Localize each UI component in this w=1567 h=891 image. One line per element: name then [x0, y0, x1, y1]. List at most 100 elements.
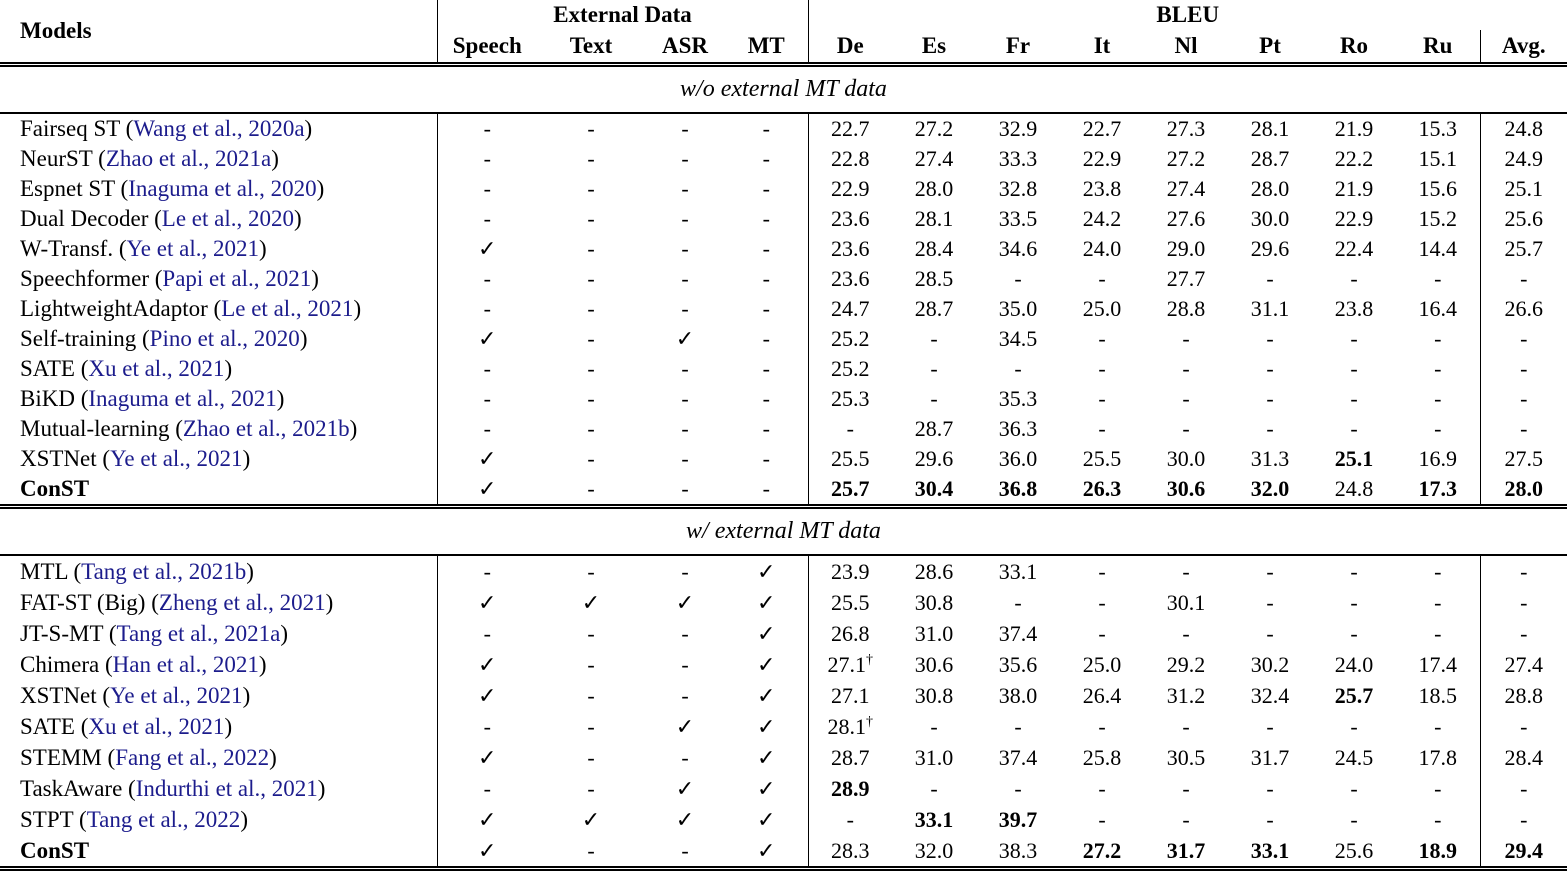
- bleu-value-cell: 15.2: [1396, 204, 1481, 234]
- dash-cell: -: [587, 416, 595, 441]
- avg-value-cell: -: [1480, 414, 1567, 444]
- bleu-value-cell: 27.1†: [808, 649, 892, 680]
- value: 16.4: [1418, 296, 1458, 321]
- col-header-it: It: [1093, 33, 1111, 58]
- value: 30.8: [914, 589, 954, 615]
- avg-value-cell: -: [1480, 587, 1567, 618]
- dash-cell: -: [681, 651, 689, 677]
- table-row: STEMM (Fang et al., 2022) ✓ - - ✓ 28.7 31.0 37.…: [0, 742, 1567, 773]
- avg-value-cell: 25.7: [1480, 234, 1567, 264]
- bleu-value-cell: 17.8: [1396, 742, 1481, 773]
- citation-link[interactable]: Xu et al., 2021: [88, 713, 225, 739]
- bleu-value-cell: -: [1060, 324, 1144, 354]
- citation-link[interactable]: Xu et al., 2021: [88, 356, 225, 381]
- table-row: LightweightAdaptor (Le et al., 2021) - - - -…: [0, 294, 1567, 324]
- model-cell: Speechformer (Papi et al., 2021): [0, 264, 438, 294]
- bleu-value-cell: 33.3: [976, 144, 1060, 174]
- bleu-value-cell: 27.2: [892, 113, 976, 144]
- value: 26.8: [831, 620, 870, 646]
- dash-cell: -: [681, 116, 689, 141]
- citation-link[interactable]: Ye et al., 2021: [110, 446, 243, 471]
- citation-link[interactable]: Zhao et al., 2021b: [182, 416, 350, 441]
- citation-link[interactable]: Wang et al., 2020a: [133, 116, 305, 141]
- bleu-value-cell: 28.7: [892, 294, 976, 324]
- dash-cell: -: [587, 744, 595, 770]
- value: -: [1434, 356, 1442, 381]
- paren-open: (: [108, 620, 117, 646]
- paren-open: (: [80, 713, 89, 739]
- table-row: BiKD (Inaguma et al., 2021) - - - -25.3-35.3…: [0, 384, 1567, 414]
- dash-cell: -: [483, 416, 491, 441]
- bleu-value-cell: -: [1396, 773, 1481, 804]
- value: 25.3: [831, 386, 870, 411]
- dash-cell: -: [483, 356, 491, 381]
- value: 28.0: [914, 176, 954, 201]
- bleu-value-cell: 25.0: [1060, 649, 1144, 680]
- paren-open: (: [213, 296, 222, 321]
- citation-link[interactable]: Le et al., 2020: [161, 206, 294, 231]
- dash-cell: -: [681, 446, 689, 471]
- value: 28.8: [1504, 682, 1544, 708]
- table-row: Mutual-learning (Zhao et al., 2021b) - - - -…: [0, 414, 1567, 444]
- value: 22.9: [831, 176, 870, 201]
- paren-open: (: [104, 651, 113, 677]
- paren-open: (: [120, 176, 129, 201]
- dash-cell: -: [681, 146, 689, 171]
- bleu-value-cell: 25.5: [1060, 444, 1144, 474]
- bleu-value-cell: 30.0: [1228, 204, 1312, 234]
- citation-link[interactable]: Fang et al., 2022: [115, 744, 270, 770]
- bleu-value-cell: -: [1228, 354, 1312, 384]
- value: -: [1098, 558, 1106, 584]
- value: -: [1182, 356, 1190, 381]
- citation-link[interactable]: Le et al., 2021: [221, 296, 354, 321]
- value: 34.5: [998, 326, 1038, 351]
- value: 28.7: [914, 296, 954, 321]
- value: -: [1266, 713, 1274, 739]
- citation-link[interactable]: Pino et al., 2020: [149, 326, 300, 351]
- bleu-value-cell: -: [1144, 804, 1228, 835]
- check-cell: ✓: [478, 744, 497, 770]
- check-cell: ✓: [725, 711, 809, 742]
- citation-link[interactable]: Ye et al., 2021: [110, 682, 243, 708]
- citation-link[interactable]: Zhao et al., 2021a: [105, 146, 272, 171]
- model-cell: Fairseq ST (Wang et al., 2020a): [0, 113, 438, 144]
- bleu-value-cell: 25.8: [1060, 742, 1144, 773]
- check-cell: ✓: [478, 806, 497, 832]
- bleu-value-cell: -: [976, 773, 1060, 804]
- citation-link[interactable]: Papi et al., 2021: [162, 266, 312, 291]
- bleu-value-cell: 30.5: [1144, 742, 1228, 773]
- value: 24.2: [1082, 206, 1122, 231]
- citation-link[interactable]: Tang et al., 2022: [86, 806, 241, 832]
- value: -: [1350, 558, 1358, 584]
- citation-link[interactable]: Han et al., 2021: [112, 651, 259, 677]
- dash-cell: -: [483, 176, 491, 201]
- citation-link[interactable]: Ye et al., 2021: [126, 236, 259, 261]
- bleu-value-cell: 28.0: [1228, 174, 1312, 204]
- table-row: XSTNet (Ye et al., 2021) ✓ - - ✓ 27.1 30.8 38.0…: [0, 680, 1567, 711]
- value: -: [1520, 326, 1528, 351]
- value: -: [1520, 589, 1528, 615]
- value: 27.7: [1166, 266, 1206, 291]
- value: 30.0: [1250, 206, 1290, 231]
- citation-link[interactable]: Zheng et al., 2021: [158, 589, 326, 615]
- dash-cell: -: [587, 266, 595, 291]
- dash-cell: -: [587, 356, 595, 381]
- model-name: SATE: [20, 713, 75, 739]
- value: -: [1098, 775, 1106, 801]
- citation-link[interactable]: Tang et al., 2021b: [81, 558, 247, 584]
- check-cell: ✓: [478, 446, 497, 471]
- check-cell: ✓: [725, 618, 809, 649]
- citation-link[interactable]: Inaguma et al., 2020: [128, 176, 317, 201]
- value: -: [1266, 386, 1274, 411]
- value: 28.9: [831, 775, 870, 801]
- model-cell: Dual Decoder (Le et al., 2020): [0, 204, 438, 234]
- bleu-value-cell: -: [1228, 264, 1312, 294]
- citation-link[interactable]: Indurthi et al., 2021: [135, 775, 318, 801]
- value: -: [1098, 806, 1106, 832]
- model-cell: STPT (Tang et al., 2022): [0, 804, 438, 835]
- bleu-value-cell: 35.6: [976, 649, 1060, 680]
- value: 36.0: [998, 446, 1038, 471]
- bleu-value-cell: -: [1396, 711, 1481, 742]
- citation-link[interactable]: Tang et al., 2021a: [116, 620, 281, 646]
- citation-link[interactable]: Inaguma et al., 2021: [88, 386, 277, 411]
